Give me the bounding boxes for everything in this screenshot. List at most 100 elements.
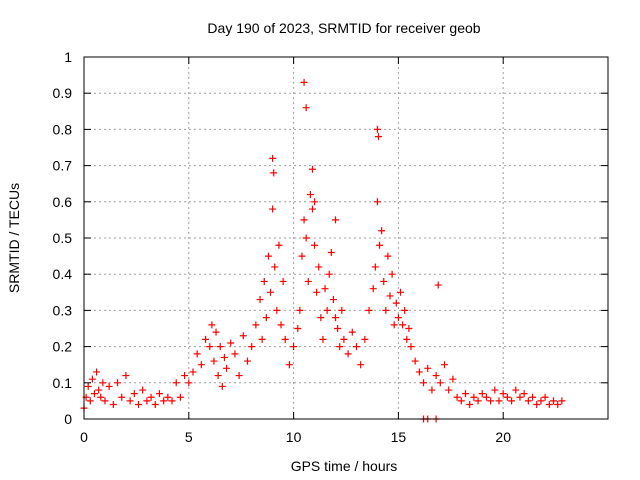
data-point xyxy=(352,343,360,351)
data-point xyxy=(396,288,404,296)
data-point xyxy=(155,390,163,398)
data-point xyxy=(210,357,218,365)
data-point xyxy=(223,364,231,372)
data-point xyxy=(84,382,92,390)
data-point xyxy=(487,397,495,405)
y-tick-label: 0.5 xyxy=(53,230,73,246)
data-point xyxy=(461,390,469,398)
data-point xyxy=(432,372,440,380)
data-point xyxy=(491,386,499,394)
data-point xyxy=(311,241,319,249)
x-axis-ticks: 0 5 10 15 20 xyxy=(80,57,511,445)
data-point xyxy=(134,401,142,409)
data-point xyxy=(554,401,562,409)
data-point xyxy=(304,277,312,285)
data-point xyxy=(428,386,436,394)
data-point xyxy=(264,252,272,260)
data-point xyxy=(550,397,558,405)
data-point xyxy=(235,372,243,380)
data-point xyxy=(270,169,278,177)
data-point xyxy=(384,252,392,260)
data-point xyxy=(332,216,340,224)
data-point xyxy=(275,241,283,249)
data-point xyxy=(321,285,329,293)
data-point xyxy=(357,361,365,369)
data-point xyxy=(114,379,122,387)
x-tick-label: 20 xyxy=(495,429,511,445)
data-point xyxy=(388,270,396,278)
y-tick-label: 1 xyxy=(64,49,72,65)
data-point xyxy=(212,328,220,336)
data-point xyxy=(239,332,247,340)
data-point xyxy=(202,335,210,343)
data-point xyxy=(478,390,486,398)
data-point xyxy=(516,393,524,401)
data-point xyxy=(317,314,325,322)
data-point xyxy=(411,357,419,365)
data-point xyxy=(537,397,545,405)
chart-title: Day 190 of 2023, SRMTID for receiver geo… xyxy=(207,20,480,36)
y-tick-label: 0.7 xyxy=(53,158,73,174)
data-point xyxy=(231,350,239,358)
data-point xyxy=(390,321,398,329)
data-point xyxy=(208,321,216,329)
data-point xyxy=(313,288,321,296)
data-point xyxy=(374,133,382,141)
data-point xyxy=(503,393,511,401)
data-point xyxy=(95,386,103,394)
data-point xyxy=(216,343,224,351)
data-point xyxy=(296,306,304,314)
data-point xyxy=(386,292,394,300)
data-point xyxy=(206,343,214,351)
data-point xyxy=(311,198,319,206)
data-point xyxy=(143,397,151,405)
data-point xyxy=(315,263,323,271)
data-point xyxy=(262,314,270,322)
data-point xyxy=(403,335,411,343)
data-point xyxy=(470,393,478,401)
data-point xyxy=(415,368,423,376)
data-point xyxy=(319,335,327,343)
data-point xyxy=(88,375,96,383)
data-point xyxy=(267,288,275,296)
data-point xyxy=(529,393,537,401)
data-point xyxy=(424,364,432,372)
data-point xyxy=(122,372,130,380)
data-point xyxy=(407,343,415,351)
x-tick-label: 0 xyxy=(80,429,88,445)
data-point xyxy=(90,390,98,398)
data-point xyxy=(365,306,373,314)
data-point xyxy=(101,397,109,405)
data-point xyxy=(369,285,377,293)
y-axis-label: SRMTID / TECUs xyxy=(6,183,22,293)
data-point xyxy=(269,205,277,213)
data-point xyxy=(139,386,147,394)
data-point xyxy=(449,375,457,383)
data-point xyxy=(308,165,316,173)
data-point xyxy=(405,325,413,332)
data-point xyxy=(93,368,101,376)
y-tick-label: 0.4 xyxy=(53,266,73,282)
data-point xyxy=(300,78,308,86)
data-point xyxy=(277,321,285,329)
data-point xyxy=(558,397,566,405)
data-point xyxy=(260,277,268,285)
data-point xyxy=(338,306,346,314)
data-point xyxy=(298,252,306,260)
data-point xyxy=(160,397,168,405)
data-point xyxy=(164,393,172,401)
data-point xyxy=(300,216,308,224)
data-point xyxy=(474,397,482,405)
x-tick-label: 5 xyxy=(185,429,193,445)
data-point xyxy=(105,382,113,390)
data-point xyxy=(151,401,159,409)
data-point xyxy=(256,296,264,304)
data-point xyxy=(378,227,386,235)
y-tick-label: 0.3 xyxy=(53,302,73,318)
y-tick-label: 0.8 xyxy=(53,121,73,137)
data-point xyxy=(220,353,228,361)
data-point xyxy=(495,397,503,405)
data-point xyxy=(482,393,490,401)
data-point xyxy=(445,386,453,394)
data-point xyxy=(466,401,474,409)
